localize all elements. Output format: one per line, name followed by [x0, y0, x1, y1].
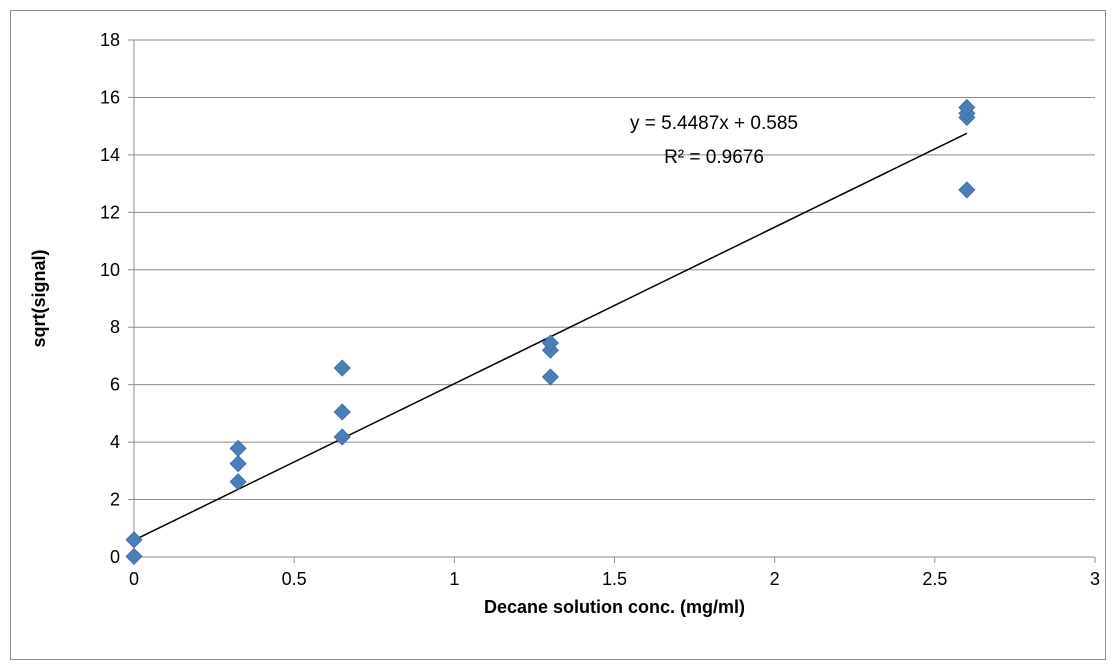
data-point: [333, 428, 351, 446]
data-point: [541, 368, 559, 386]
chart-frame: 0 2 4 6 8 10 12 14 16 18 0 0.5 1 1.5 2 2.5 3 y = 5.4487x…: [10, 10, 1106, 660]
data-point: [125, 547, 143, 565]
y-tick-label: 2: [110, 490, 120, 510]
x-tick-label: 1: [449, 569, 459, 589]
y-tick-label: 4: [110, 432, 120, 452]
data-point: [229, 473, 247, 491]
data-point: [958, 181, 976, 199]
data-point: [541, 334, 559, 352]
data-point: [958, 98, 976, 117]
data-point: [333, 403, 351, 421]
data-point: [125, 531, 143, 549]
y-tick-label: 14: [100, 145, 120, 165]
x-tick-label: 3: [1090, 569, 1100, 589]
gridlines: [134, 39, 1095, 501]
y-tick-label: 16: [100, 87, 120, 107]
data-points: [125, 98, 976, 565]
trendline-r2: R² = 0.9676: [664, 147, 764, 168]
axes: [128, 39, 1096, 563]
y-tick-label: 10: [100, 260, 120, 280]
y-tick-label: 18: [100, 30, 120, 50]
y-tick-label: 0: [110, 547, 120, 567]
x-tick-label: 0.5: [282, 569, 307, 589]
data-point: [229, 439, 247, 457]
x-tick-label: 2: [770, 569, 780, 589]
y-tick-label: 8: [110, 317, 120, 337]
data-point: [229, 455, 247, 473]
scatter-chart: 0 2 4 6 8 10 12 14 16 18 0 0.5 1 1.5 2 2.5 3 y = 5.4487x…: [29, 30, 1100, 617]
tick-labels: 0 2 4 6 8 10 12 14 16 18 0 0.5 1 1.5 2 2.5 3: [100, 30, 1100, 589]
x-tick-label: 2.5: [922, 569, 947, 589]
y-tick-label: 6: [110, 375, 120, 395]
x-tick-label: 1.5: [602, 569, 627, 589]
y-axis-title: sqrt(signal): [29, 249, 49, 347]
x-axis-title: Decane solution conc. (mg/ml): [484, 597, 745, 617]
trendline-equation: y = 5.4487x + 0.585: [630, 113, 798, 134]
x-tick-label: 0: [129, 569, 139, 589]
y-tick-label: 12: [100, 202, 120, 222]
data-point: [333, 359, 351, 377]
